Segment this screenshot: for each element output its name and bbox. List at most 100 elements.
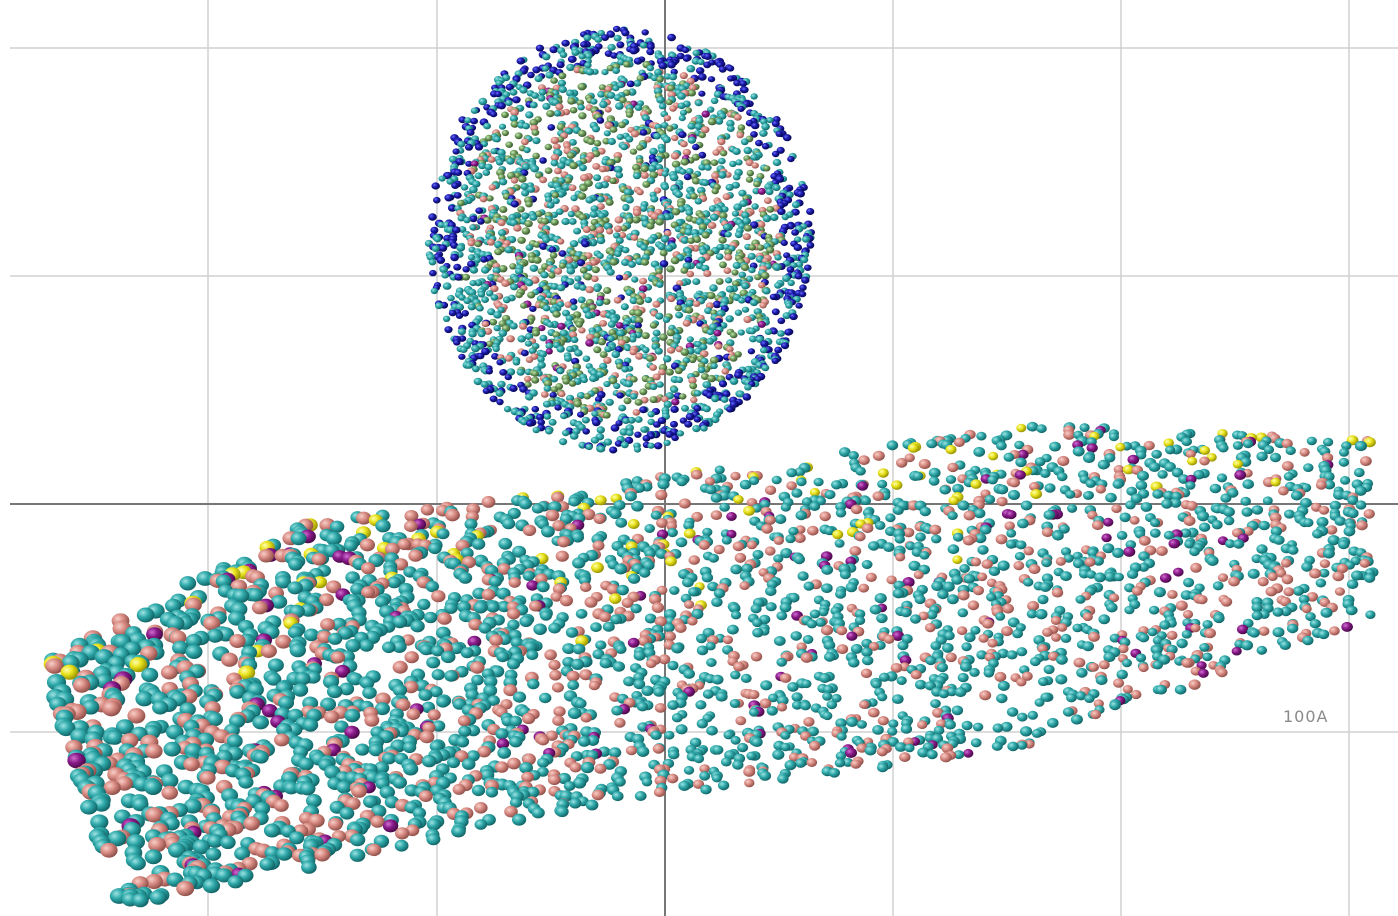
atom [634, 432, 641, 438]
atom [161, 665, 178, 679]
atom [903, 528, 914, 537]
atom [437, 257, 446, 264]
atom [568, 211, 575, 217]
atom [583, 226, 591, 233]
atom [494, 248, 502, 255]
atom [1149, 462, 1161, 472]
atom [739, 272, 747, 278]
atom [356, 512, 371, 525]
atom [1284, 472, 1294, 481]
atom [836, 509, 846, 518]
atom [762, 143, 770, 150]
atom [676, 537, 688, 547]
atom [1335, 516, 1346, 526]
atom [766, 602, 777, 611]
atom [1309, 568, 1321, 578]
atom [642, 29, 649, 35]
atom [751, 122, 759, 129]
atom [772, 358, 780, 364]
atom [710, 214, 719, 221]
atom [1176, 601, 1188, 611]
atom [987, 639, 997, 648]
atom [1016, 647, 1027, 656]
atom [910, 614, 921, 623]
atom [648, 411, 655, 417]
atom [522, 227, 531, 234]
atom [1040, 582, 1052, 592]
atom [1217, 668, 1228, 677]
atom [789, 313, 797, 320]
atom [1092, 520, 1104, 530]
atom [458, 328, 466, 335]
atom [729, 161, 737, 167]
atom [832, 530, 843, 539]
atom [836, 626, 847, 635]
atom [1199, 523, 1210, 532]
atom [444, 326, 452, 333]
atom [795, 273, 803, 280]
atom [512, 96, 521, 103]
atom [631, 277, 638, 283]
atom [665, 556, 677, 566]
atom [801, 653, 813, 663]
atom [595, 182, 603, 189]
atom [1169, 539, 1181, 549]
atom [862, 523, 874, 533]
atom [645, 614, 656, 624]
atom [1080, 423, 1090, 432]
atom [743, 506, 755, 516]
atom [657, 479, 669, 489]
atom [733, 203, 742, 210]
atom [493, 346, 500, 352]
atom [777, 318, 785, 325]
atom [643, 435, 651, 442]
atom [942, 643, 954, 653]
atom [1106, 603, 1118, 613]
atom [473, 601, 487, 613]
atom [1340, 476, 1350, 485]
atom [685, 307, 693, 314]
atom [796, 510, 808, 520]
atom [566, 627, 578, 638]
atom [692, 278, 700, 285]
atom [977, 545, 988, 555]
atom [846, 582, 858, 592]
atom [984, 668, 995, 677]
atom [1259, 521, 1270, 531]
atom [957, 626, 967, 635]
atom [570, 433, 579, 440]
atom [775, 514, 786, 524]
atom [846, 632, 857, 641]
atom [650, 384, 658, 390]
atom [545, 167, 553, 174]
atom [592, 266, 600, 273]
atom [532, 129, 540, 136]
atom [594, 514, 606, 524]
atom [873, 491, 884, 501]
atom [1185, 481, 1195, 490]
atom [597, 237, 606, 244]
atom [1149, 606, 1159, 615]
atom [707, 292, 716, 299]
atom [663, 440, 670, 446]
atom [635, 105, 643, 111]
atom [1268, 572, 1278, 581]
atom [1341, 622, 1352, 632]
atom [748, 267, 755, 273]
atom [996, 441, 1007, 450]
atom [930, 641, 941, 650]
atom [607, 335, 615, 342]
atom [726, 512, 737, 521]
atom [533, 256, 542, 263]
atom [532, 503, 544, 513]
atom [525, 341, 532, 347]
atom [179, 576, 196, 590]
atom [893, 506, 904, 515]
atom [1351, 570, 1363, 580]
atom [578, 192, 587, 199]
atom [794, 244, 803, 251]
atom [1346, 606, 1357, 616]
atom [1083, 491, 1093, 500]
atom [501, 280, 510, 287]
atom [1281, 559, 1291, 568]
